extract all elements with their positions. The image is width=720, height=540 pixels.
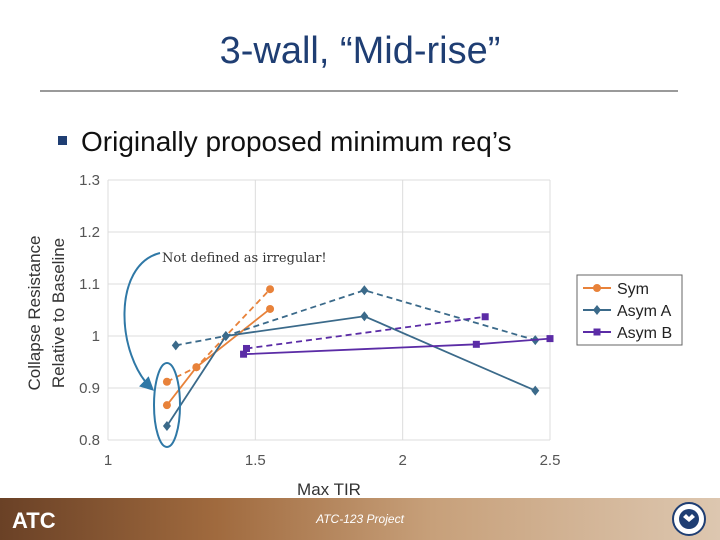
series-asym-a <box>162 285 540 431</box>
y-tick-label: 0.8 <box>79 432 100 449</box>
title-divider <box>40 90 678 92</box>
data-point <box>266 285 275 294</box>
data-point <box>593 305 601 315</box>
slide-title: 3-wall, “Mid-rise” <box>219 30 501 72</box>
square-bullet-icon <box>58 136 67 146</box>
legend-label: Sym <box>617 281 649 298</box>
series-line-dashed <box>175 289 536 347</box>
y-axis-label-line-2: Relative to Baseline <box>49 238 68 388</box>
legend-label: Asym A <box>617 303 672 320</box>
data-point <box>240 350 248 358</box>
data-point <box>162 401 171 410</box>
series-line-solid <box>166 308 271 406</box>
footer-text: ATC-123 Project <box>316 512 404 526</box>
annotation-text: Not defined as irregular! <box>162 251 327 266</box>
data-point <box>481 313 489 321</box>
data-point <box>360 311 369 322</box>
data-point <box>162 377 171 386</box>
chart: 1 1.5 2 2.5 0.8 0.9 1 1.1 1.2 1.3 Max TIR Collaps… <box>25 172 683 498</box>
data-point <box>546 335 554 343</box>
legend-label: Asym B <box>617 325 672 342</box>
chart-grid <box>107 179 551 441</box>
annotation: Not defined as irregular! <box>123 251 327 448</box>
series-asym-b <box>240 313 554 358</box>
x-tick-label: 1.5 <box>245 452 266 469</box>
y-tick-label: 1 <box>92 328 100 345</box>
chart-tick-labels: 1 1.5 2 2.5 0.8 0.9 1 1.1 1.2 1.3 <box>79 172 560 469</box>
data-point <box>593 328 601 336</box>
data-point <box>221 331 230 341</box>
dhs-seal-icon <box>672 502 706 536</box>
x-tick-label: 2 <box>398 452 406 469</box>
data-point <box>171 340 180 351</box>
data-point <box>360 285 369 296</box>
data-point <box>192 363 201 372</box>
series-line-solid <box>243 337 551 356</box>
atc-logo-text: ATC <box>12 508 56 533</box>
y-axis-label-line-1: Collapse Resistance <box>25 236 44 391</box>
data-point <box>593 284 601 292</box>
series-line-dashed <box>246 315 486 350</box>
x-tick-label: 1 <box>104 452 112 469</box>
atc-logo: ATC <box>12 508 56 533</box>
series-line-solid <box>166 315 536 427</box>
highlight-ellipse <box>153 362 181 448</box>
legend: Sym Asym A Asym B <box>576 274 683 346</box>
x-tick-label: 2.5 <box>540 452 561 469</box>
y-tick-label: 1.2 <box>79 224 100 241</box>
data-point <box>472 340 480 348</box>
y-tick-label: 1.1 <box>79 276 100 293</box>
series-line-dashed <box>166 288 271 383</box>
footer-bar: ATC ATC-123 Project <box>0 498 720 540</box>
bullet-item: Originally proposed minimum req’s <box>58 126 512 158</box>
data-point <box>266 304 275 313</box>
annotation-arrow <box>123 252 161 391</box>
data-point <box>531 385 540 396</box>
y-tick-label: 0.9 <box>79 380 100 397</box>
y-tick-label: 1.3 <box>79 172 100 189</box>
chart-series <box>162 285 554 431</box>
x-axis-label: Max TIR <box>297 480 361 498</box>
bullet-text: Originally proposed minimum req’s <box>81 126 512 157</box>
data-point <box>162 420 171 431</box>
data-point <box>242 344 250 352</box>
